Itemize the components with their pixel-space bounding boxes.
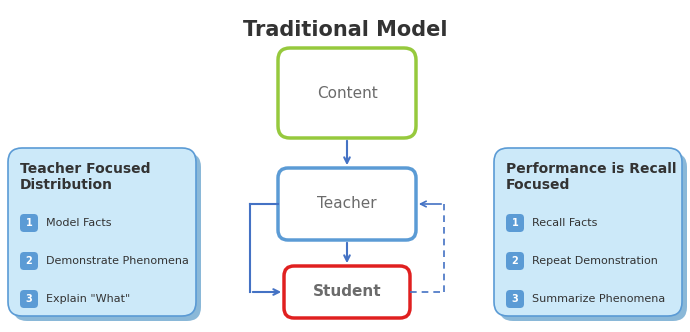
Text: 2: 2	[26, 256, 32, 266]
Text: Explain "What": Explain "What"	[46, 294, 130, 304]
Text: Model Facts: Model Facts	[46, 218, 112, 228]
Text: 3: 3	[26, 294, 32, 304]
Text: Content: Content	[317, 86, 377, 101]
Text: Teacher: Teacher	[317, 197, 377, 211]
FancyBboxPatch shape	[20, 290, 38, 308]
Text: Performance is Recall
Focused: Performance is Recall Focused	[506, 162, 676, 192]
Text: Student: Student	[313, 285, 382, 299]
FancyBboxPatch shape	[506, 290, 524, 308]
Text: 3: 3	[511, 294, 518, 304]
Text: 1: 1	[511, 218, 518, 228]
Text: Summarize Phenomena: Summarize Phenomena	[532, 294, 665, 304]
Text: 2: 2	[511, 256, 518, 266]
Text: Traditional Model: Traditional Model	[243, 20, 447, 40]
Text: Recall Facts: Recall Facts	[532, 218, 598, 228]
Text: Demonstrate Phenomena: Demonstrate Phenomena	[46, 256, 189, 266]
FancyBboxPatch shape	[278, 168, 416, 240]
FancyBboxPatch shape	[13, 153, 201, 321]
FancyBboxPatch shape	[499, 153, 687, 321]
Text: Teacher Focused
Distribution: Teacher Focused Distribution	[20, 162, 150, 192]
FancyBboxPatch shape	[284, 266, 410, 318]
FancyBboxPatch shape	[278, 48, 416, 138]
Text: Repeat Demonstration: Repeat Demonstration	[532, 256, 658, 266]
FancyBboxPatch shape	[494, 148, 682, 316]
FancyBboxPatch shape	[20, 252, 38, 270]
FancyBboxPatch shape	[8, 148, 196, 316]
FancyBboxPatch shape	[506, 252, 524, 270]
Text: 1: 1	[26, 218, 32, 228]
FancyBboxPatch shape	[20, 214, 38, 232]
FancyBboxPatch shape	[506, 214, 524, 232]
